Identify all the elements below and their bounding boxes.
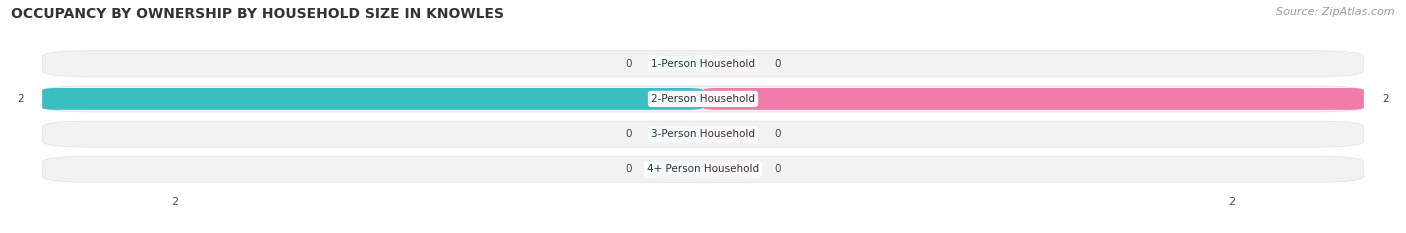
Text: 2-Person Household: 2-Person Household — [651, 94, 755, 104]
FancyBboxPatch shape — [650, 126, 703, 142]
Text: OCCUPANCY BY OWNERSHIP BY HOUSEHOLD SIZE IN KNOWLES: OCCUPANCY BY OWNERSHIP BY HOUSEHOLD SIZE… — [11, 7, 505, 21]
Text: 3-Person Household: 3-Person Household — [651, 129, 755, 139]
FancyBboxPatch shape — [703, 161, 756, 177]
Text: 0: 0 — [626, 59, 631, 69]
FancyBboxPatch shape — [42, 86, 1364, 112]
FancyBboxPatch shape — [703, 126, 756, 142]
Text: 0: 0 — [775, 164, 780, 174]
Text: Source: ZipAtlas.com: Source: ZipAtlas.com — [1277, 7, 1395, 17]
Text: 0: 0 — [775, 129, 780, 139]
FancyBboxPatch shape — [650, 161, 703, 177]
Text: 2: 2 — [17, 94, 24, 104]
FancyBboxPatch shape — [42, 88, 703, 110]
Text: 4+ Person Household: 4+ Person Household — [647, 164, 759, 174]
FancyBboxPatch shape — [703, 56, 756, 72]
FancyBboxPatch shape — [42, 51, 1364, 77]
Text: 0: 0 — [775, 59, 780, 69]
FancyBboxPatch shape — [650, 56, 703, 72]
Text: 1-Person Household: 1-Person Household — [651, 59, 755, 69]
FancyBboxPatch shape — [703, 88, 1364, 110]
FancyBboxPatch shape — [42, 121, 1364, 147]
FancyBboxPatch shape — [42, 156, 1364, 182]
Text: 0: 0 — [626, 129, 631, 139]
Text: 0: 0 — [626, 164, 631, 174]
Text: 2: 2 — [1382, 94, 1389, 104]
